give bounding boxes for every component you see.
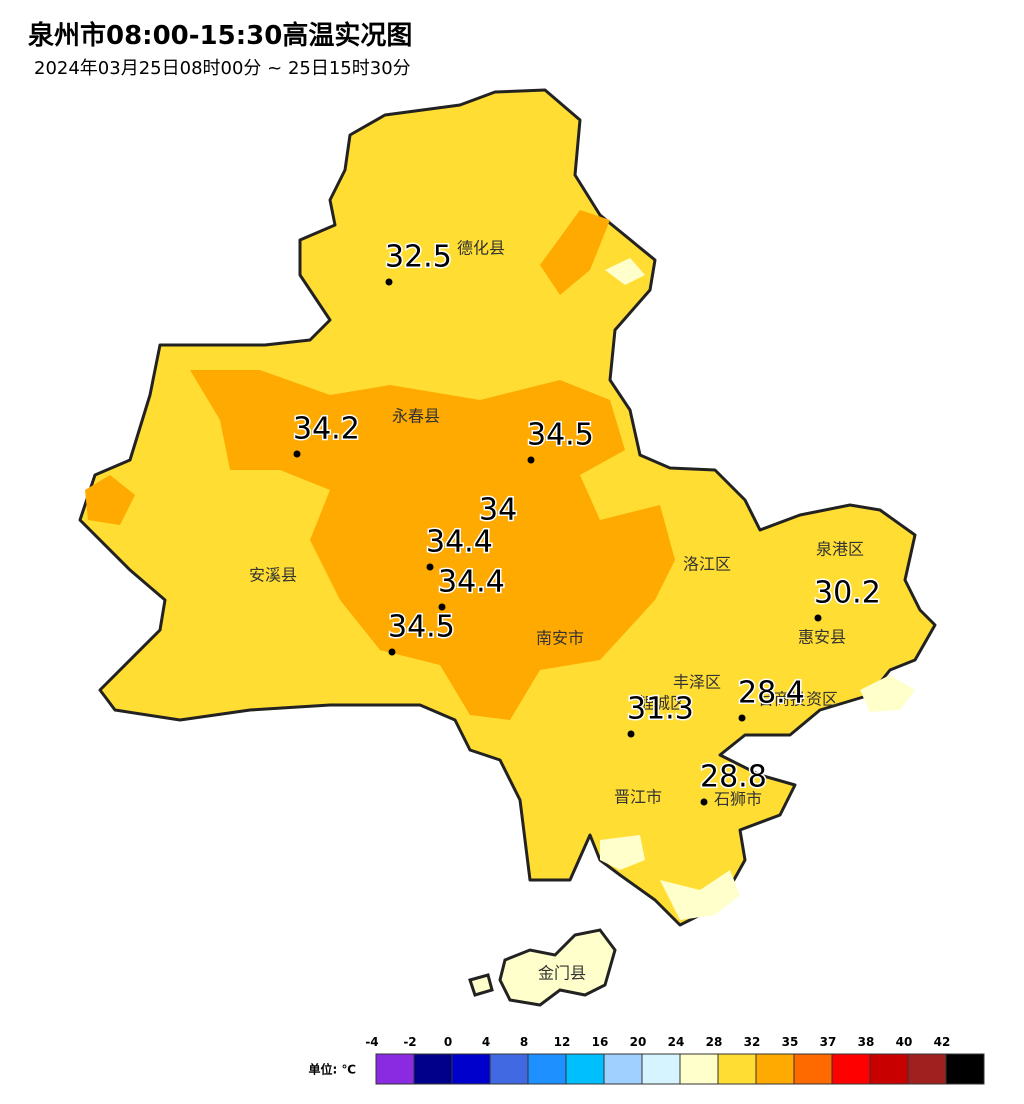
station-temp: 34.5	[388, 610, 455, 645]
legend-tick: 42	[934, 1035, 951, 1049]
legend-tick: 4	[482, 1035, 490, 1049]
district-label: 德化县	[457, 239, 505, 258]
legend-swatch	[945, 1053, 985, 1085]
station-dot	[700, 798, 708, 806]
legend-tick: 20	[630, 1035, 647, 1049]
legend-swatch	[679, 1053, 719, 1085]
legend-swatch	[793, 1053, 833, 1085]
subtitle: 2024年03月25日08时00分 ~ 25日15时30分	[34, 58, 411, 79]
legend-swatch	[869, 1053, 909, 1085]
legend-swatch	[413, 1053, 453, 1085]
station-dot	[627, 730, 635, 738]
station-dot	[814, 614, 822, 622]
district-label: 石狮市	[714, 790, 762, 809]
legend-swatch	[565, 1053, 605, 1085]
district-label: 金门县	[538, 964, 586, 983]
hot-zone	[85, 475, 135, 525]
island	[468, 973, 494, 997]
legend-tick: 35	[782, 1035, 799, 1049]
legend-swatch	[527, 1053, 567, 1085]
legend-tick: -4	[365, 1035, 378, 1049]
legend-swatch	[375, 1053, 415, 1085]
legend-swatch	[451, 1053, 491, 1085]
station-temp: 32.5	[385, 240, 452, 275]
cool-zone	[860, 675, 915, 712]
cool-zone	[605, 258, 645, 285]
district-label: 安溪县	[249, 566, 297, 585]
district-label: 丰泽区	[673, 673, 721, 692]
legend-unit: 单位: ℃	[308, 1062, 356, 1077]
station-temp: 28.8	[700, 760, 767, 795]
legend-tick: 16	[592, 1035, 609, 1049]
island	[498, 928, 617, 1007]
legend-tick: 12	[554, 1035, 571, 1049]
legend-swatch	[907, 1053, 947, 1085]
district-label: 南安市	[536, 629, 584, 648]
legend-tick: 40	[896, 1035, 913, 1049]
district-label: 台商投资区	[758, 690, 838, 709]
station-temp: 34.2	[293, 412, 360, 447]
station-temp: 31.3	[627, 692, 694, 727]
legend-swatch	[717, 1053, 757, 1085]
station-temp: 34.4	[438, 565, 505, 600]
station-dot	[293, 450, 301, 458]
title: 泉州市08:00-15:30高温实况图	[28, 20, 412, 51]
station-temp: 34.5	[527, 418, 594, 453]
station-temp: 34.4	[426, 525, 493, 560]
legend-tick: -2	[403, 1035, 416, 1049]
legend-tick: 24	[668, 1035, 685, 1049]
district-label: 泉港区	[816, 540, 864, 559]
hot-zone	[190, 370, 675, 720]
legend-swatch	[755, 1053, 795, 1085]
station-dot	[426, 563, 434, 571]
legend-tick: 8	[520, 1035, 528, 1049]
legend-tick: 37	[820, 1035, 837, 1049]
station-dot	[438, 603, 446, 611]
hot-zone	[540, 210, 610, 295]
legend-tick: 28	[706, 1035, 723, 1049]
legend-swatch	[831, 1053, 871, 1085]
legend-tick: 0	[444, 1035, 452, 1049]
station-temp: 28.4	[738, 676, 805, 711]
station-dot	[527, 456, 535, 464]
cool-zone	[600, 835, 645, 870]
district-label: 晋江市	[614, 788, 662, 807]
legend-tick: 32	[744, 1035, 761, 1049]
district-label: 鲤城区	[638, 694, 686, 713]
legend-swatch	[603, 1053, 643, 1085]
cool-zone	[660, 870, 740, 920]
district-label: 惠安县	[798, 628, 846, 647]
station-dot	[738, 714, 746, 722]
legend-swatch	[489, 1053, 529, 1085]
station-dot	[388, 648, 396, 656]
district-label: 洛江区	[683, 555, 731, 574]
station-temp: 30.2	[814, 576, 881, 611]
legend-swatch	[641, 1053, 681, 1085]
district-label: 永春县	[392, 407, 440, 426]
station-dot	[385, 278, 393, 286]
legend-tick: 38	[858, 1035, 875, 1049]
station-temp: 34	[479, 493, 517, 528]
legend: 单位: ℃ -4 -2 0 4 8 12 16 20 24 28 32 35 37 38 40 42	[308, 1035, 985, 1085]
station-dot	[479, 531, 487, 539]
